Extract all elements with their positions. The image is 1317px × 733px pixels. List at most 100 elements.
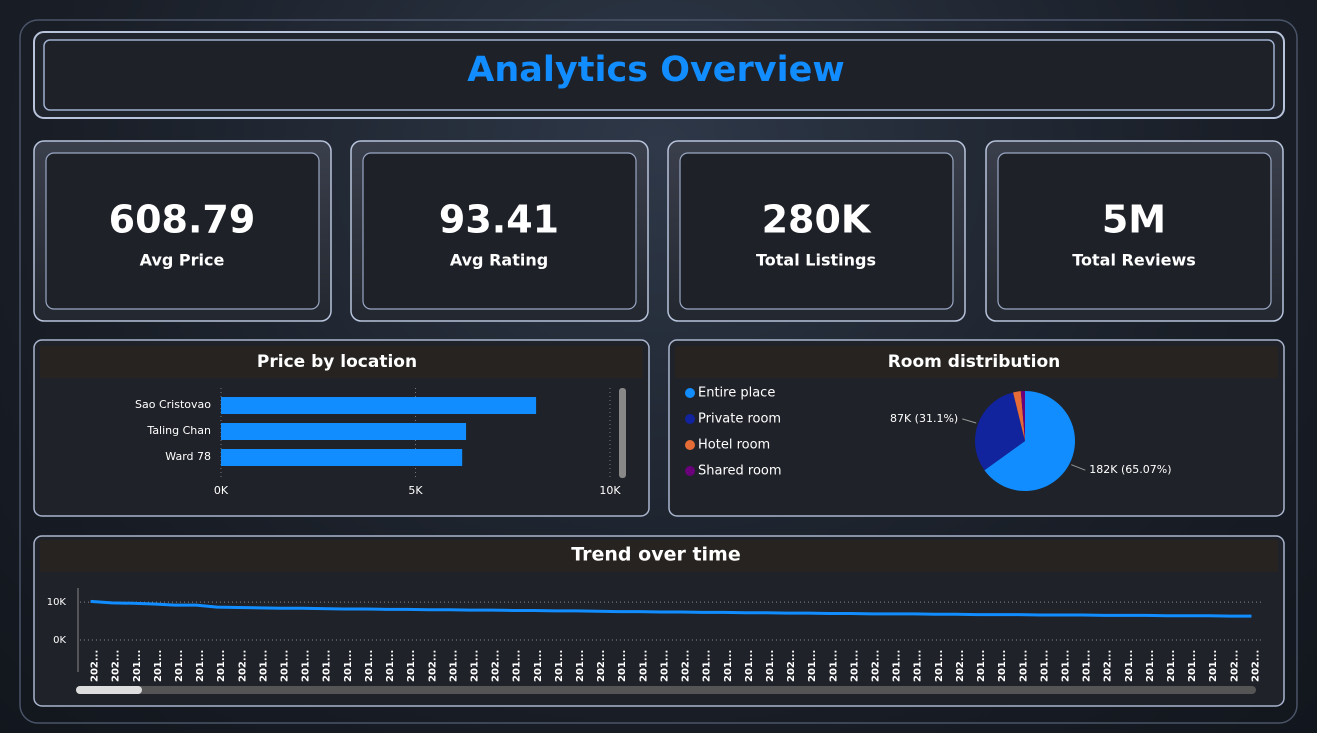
x-tick-label: 201...	[132, 650, 143, 682]
x-tick-label: 201...	[828, 650, 839, 682]
kpi-value: 608.79	[109, 198, 256, 242]
x-tick-label: 202...	[1229, 650, 1240, 682]
leader-line	[1071, 464, 1086, 471]
x-tick-label: 201...	[554, 650, 565, 682]
x-tick-label: 202...	[871, 650, 882, 682]
x-tick-label: 202...	[427, 650, 438, 682]
kpi-inner	[45, 152, 320, 310]
x-tick-label: 201...	[533, 650, 544, 682]
x-tick-label: 202...	[955, 650, 966, 682]
x-tick-label: 201...	[807, 650, 818, 682]
x-tick-label: 202...	[111, 650, 122, 682]
dashboard-title: Analytics Overview	[467, 50, 844, 90]
x-tick-label: 202...	[237, 650, 248, 682]
x-tick-label: 201...	[195, 650, 206, 682]
bar	[221, 397, 537, 414]
data-label: 182K (65.07%)	[1089, 463, 1171, 476]
frame	[19, 19, 1298, 724]
pie-slice	[1013, 391, 1025, 441]
x-tick-label: 201...	[849, 650, 860, 682]
chart-title: Trend over time	[571, 544, 740, 566]
x-tick-label: 201...	[1082, 650, 1093, 682]
h-scroll-thumb[interactable]	[76, 686, 142, 694]
x-tick-label: 201...	[1039, 650, 1050, 682]
y-tick-label: 0K	[53, 635, 66, 646]
kpi-label: Avg Rating	[450, 251, 548, 270]
x-tick-label: 202...	[596, 650, 607, 682]
scrollbar[interactable]	[619, 388, 626, 478]
x-tick-label: 201...	[744, 650, 755, 682]
x-tick-label: 0K	[214, 484, 229, 497]
kpi-value: 93.41	[439, 198, 559, 242]
x-tick-label: 10K	[599, 484, 621, 497]
pie-title-band	[675, 346, 1278, 378]
x-tick-label: 201...	[723, 650, 734, 682]
y-tick-label: 10K	[47, 597, 67, 608]
x-tick-label: 201...	[280, 650, 291, 682]
x-tick-label: 201...	[364, 650, 375, 682]
chart-title: Room distribution	[888, 352, 1061, 372]
kpi-label: Total Listings	[756, 251, 876, 270]
x-tick-label: 201...	[976, 650, 987, 682]
x-tick-label: 201...	[448, 650, 459, 682]
legend-swatch	[685, 440, 695, 450]
x-tick-label: 201...	[1187, 650, 1198, 682]
x-tick-label: 201...	[512, 650, 523, 682]
x-tick-label: 201...	[1060, 650, 1071, 682]
chart-title: Price by location	[257, 352, 417, 372]
x-tick-label: 201...	[702, 650, 713, 682]
x-tick-label: 201...	[385, 650, 396, 682]
x-tick-label: 5K	[408, 484, 423, 497]
x-tick-label: 202...	[491, 650, 502, 682]
x-tick-label: 201...	[406, 650, 417, 682]
x-tick-label: 201...	[617, 650, 628, 682]
legend-label: Hotel room	[698, 438, 770, 453]
y-tick-label: Sao Cristovao	[135, 398, 211, 411]
x-tick-label: 202...	[786, 650, 797, 682]
x-tick-label: 201...	[174, 650, 185, 682]
legend-label: Entire place	[698, 386, 775, 401]
trend-line	[90, 599, 1252, 618]
x-tick-label: 201...	[638, 650, 649, 682]
trend-panel	[33, 535, 1285, 707]
x-tick-label: 201...	[913, 650, 924, 682]
pie-slice	[984, 391, 1076, 492]
x-tick-label: 201...	[575, 650, 586, 682]
y-tick-label: Taling Chan	[146, 424, 211, 437]
kpi-inner	[362, 152, 637, 310]
legend-swatch	[685, 388, 695, 398]
kpi-inner	[679, 152, 954, 310]
h-scroll-track[interactable]	[76, 686, 1256, 694]
kpi-value: 280K	[762, 198, 872, 242]
kpi-inner	[997, 152, 1272, 310]
x-tick-label: 202...	[90, 650, 101, 682]
x-tick-label: 201...	[1124, 650, 1135, 682]
y-tick-label: Ward 78	[165, 450, 211, 463]
x-tick-label: 201...	[1145, 650, 1156, 682]
x-tick-label: 201...	[469, 650, 480, 682]
x-tick-label: 201...	[892, 650, 903, 682]
legend-label: Private room	[698, 412, 781, 427]
x-tick-label: 201...	[765, 650, 776, 682]
x-tick-label: 202...	[1103, 650, 1114, 682]
legend-label: Shared room	[698, 464, 782, 479]
x-tick-label: 201...	[1018, 650, 1029, 682]
bar-title-band	[40, 346, 643, 378]
bar	[221, 423, 467, 440]
x-tick-label: 201...	[322, 650, 333, 682]
x-tick-label: 201...	[659, 650, 670, 682]
leader-line	[962, 418, 977, 424]
x-tick-label: 202...	[1250, 650, 1261, 682]
x-tick-label: 201...	[934, 650, 945, 682]
legend-swatch	[685, 466, 695, 476]
kpi-label: Total Reviews	[1072, 251, 1196, 270]
x-tick-label: 201...	[153, 650, 164, 682]
x-tick-label: 201...	[1166, 650, 1177, 682]
x-tick-label: 201...	[343, 650, 354, 682]
bar	[221, 449, 463, 466]
pie-slice	[975, 392, 1025, 471]
pie-slice	[1020, 391, 1025, 441]
legend-swatch	[685, 414, 695, 424]
trend-title-band	[40, 540, 1278, 572]
